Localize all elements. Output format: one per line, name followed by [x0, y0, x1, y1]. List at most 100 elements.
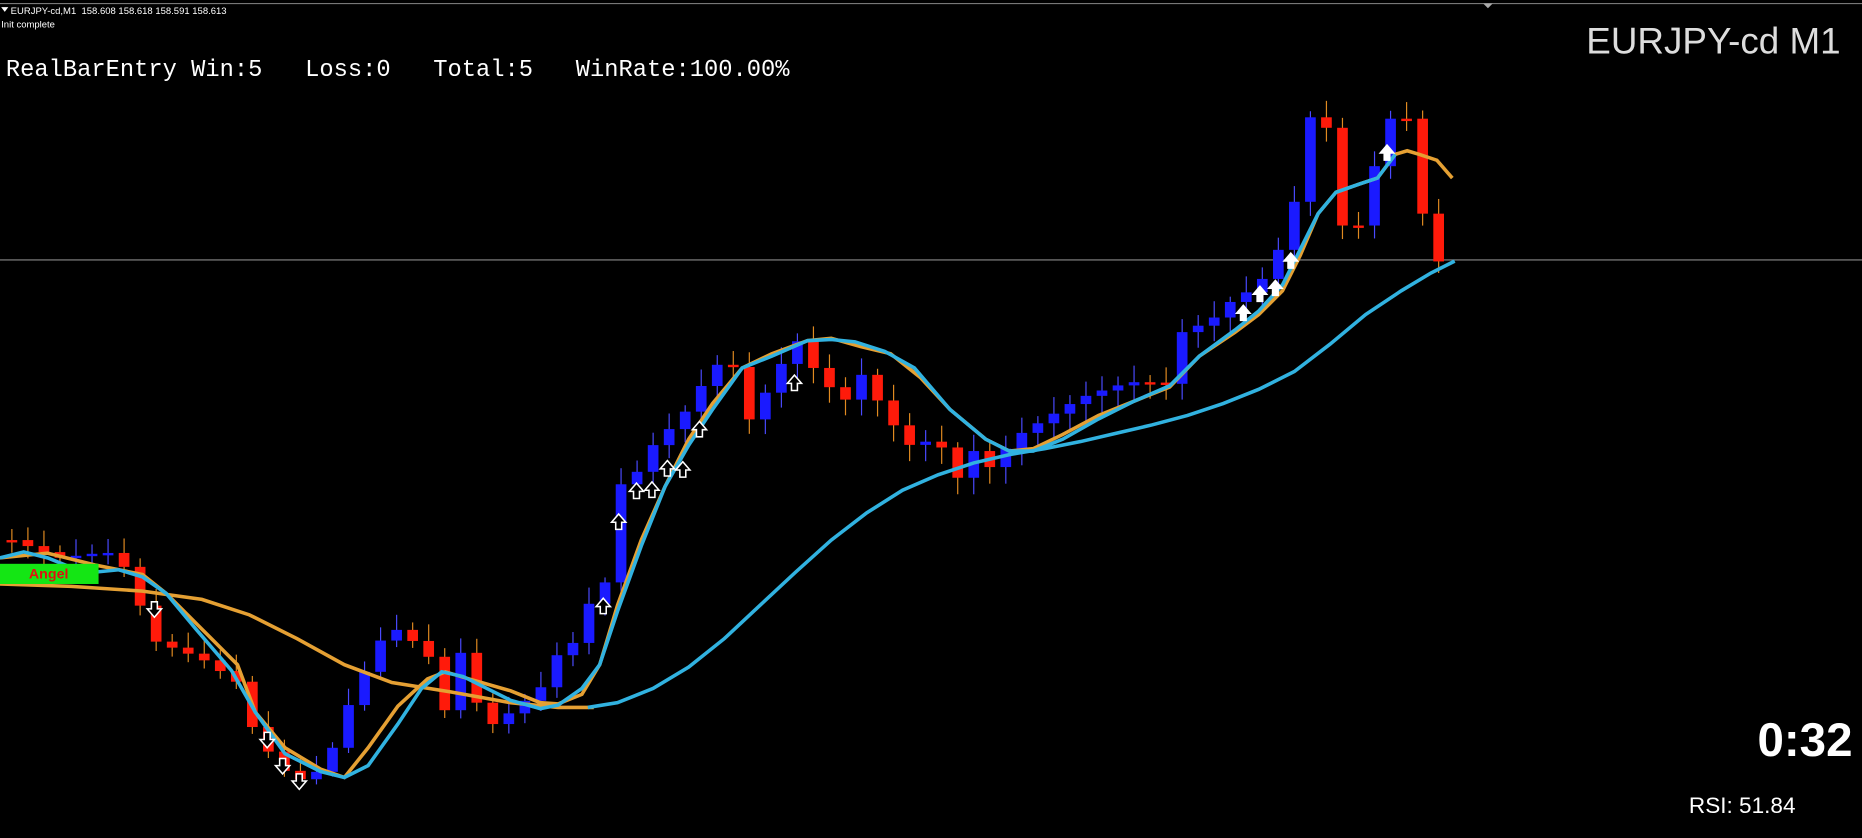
candle-body	[487, 702, 499, 725]
chart-title: EURJPY-cd M1	[1586, 20, 1840, 61]
candle-body	[631, 471, 643, 485]
candle-body	[647, 445, 659, 472]
candle-body	[1192, 325, 1204, 333]
entry-arrow	[785, 373, 804, 392]
candle-body	[872, 374, 883, 401]
candle-body	[1048, 413, 1060, 424]
candle-body	[824, 367, 835, 388]
candle-body	[840, 387, 851, 400]
shift-marker	[1483, 3, 1493, 9]
candle-body	[904, 425, 915, 445]
candle-body	[1401, 118, 1412, 122]
candle-body	[311, 771, 322, 780]
candle-body	[1000, 448, 1012, 468]
candle-body	[711, 364, 723, 387]
candle-body	[455, 652, 467, 711]
candle-body	[359, 671, 370, 706]
candle-body	[150, 605, 162, 642]
entry-arrow	[658, 459, 677, 477]
candle-body	[1321, 117, 1332, 128]
candle-body	[1369, 166, 1380, 226]
candle-body	[1417, 118, 1428, 214]
candle-body	[6, 540, 18, 543]
exit-arrow	[290, 773, 309, 791]
candle-body	[471, 652, 483, 703]
candle-body	[86, 553, 98, 557]
candle-body	[118, 552, 130, 567]
candle-body	[615, 484, 627, 583]
menu-marker	[1, 7, 9, 12]
candle-body	[407, 629, 418, 641]
candle-body	[936, 441, 948, 448]
candle-body	[535, 687, 547, 701]
candle-body	[391, 629, 402, 641]
candle-body	[743, 366, 755, 420]
candle-body	[519, 700, 531, 714]
exit-arrow	[273, 757, 292, 776]
candle-body	[599, 582, 611, 604]
status-text: Init complete	[1, 19, 55, 30]
candle-body	[1433, 213, 1444, 262]
candle-body	[1064, 404, 1076, 414]
candle-body	[182, 647, 194, 654]
candle-body	[1128, 382, 1140, 386]
candles	[6, 100, 1444, 785]
candle-body	[1337, 127, 1348, 226]
moving-average-long	[587, 259, 1456, 710]
candle-body	[1256, 278, 1268, 293]
stats-text: RealBarEntry Win:5 Loss:0 Total:5 WinRat…	[6, 57, 790, 84]
candle-body	[166, 641, 178, 648]
signal-label: Angel	[29, 567, 69, 583]
candle-body	[327, 747, 338, 772]
candle-body	[1016, 432, 1028, 449]
entry-arrow	[1378, 143, 1396, 161]
entry-arrow	[594, 597, 613, 615]
candle-body	[1096, 390, 1108, 396]
signal-label-box	[0, 563, 99, 584]
candle-body	[663, 429, 675, 446]
candle-body	[1208, 317, 1220, 326]
candle-body	[952, 447, 964, 478]
candle-body	[1224, 301, 1236, 318]
candle-body	[1160, 382, 1172, 385]
entry-arrow	[674, 460, 692, 478]
moving-average-slow	[0, 148, 1454, 780]
candle-body	[856, 374, 867, 400]
candle-body	[808, 341, 819, 368]
candle-body	[1080, 395, 1092, 405]
candle-body	[1353, 225, 1364, 228]
entry-arrow	[609, 512, 628, 531]
candle-body	[1032, 423, 1044, 433]
entry-arrow	[690, 420, 709, 438]
candle-body	[1144, 382, 1156, 385]
entry-arrow	[627, 481, 646, 500]
candle-body	[198, 653, 210, 661]
candle-body	[567, 642, 579, 656]
candle-body	[1305, 117, 1316, 202]
candle-body	[70, 555, 82, 559]
symbol-info: EURJPY-cd,M1 158.608 158.618 158.591 158…	[11, 6, 227, 17]
candle-body	[920, 441, 931, 445]
candle-body	[1289, 201, 1300, 250]
candle-body	[134, 566, 146, 606]
entry-arrow	[1251, 285, 1269, 303]
candle-body	[102, 552, 114, 556]
candle-body	[423, 640, 435, 657]
candle-body	[1385, 118, 1396, 167]
candle-body	[439, 656, 451, 711]
moving-average-fast	[0, 153, 1397, 780]
entry-arrow	[1234, 304, 1252, 322]
candle-body	[792, 341, 803, 364]
candle-body	[888, 400, 899, 426]
candle-body	[551, 655, 563, 688]
candle-body	[1240, 292, 1252, 302]
candle-body	[343, 705, 354, 748]
rsi-text: RSI: 51.84	[1689, 793, 1796, 818]
candle-body	[214, 660, 226, 672]
candle-body	[38, 546, 50, 553]
candle-body	[1176, 332, 1188, 384]
candle-body	[679, 411, 691, 430]
candle-body	[695, 386, 707, 412]
